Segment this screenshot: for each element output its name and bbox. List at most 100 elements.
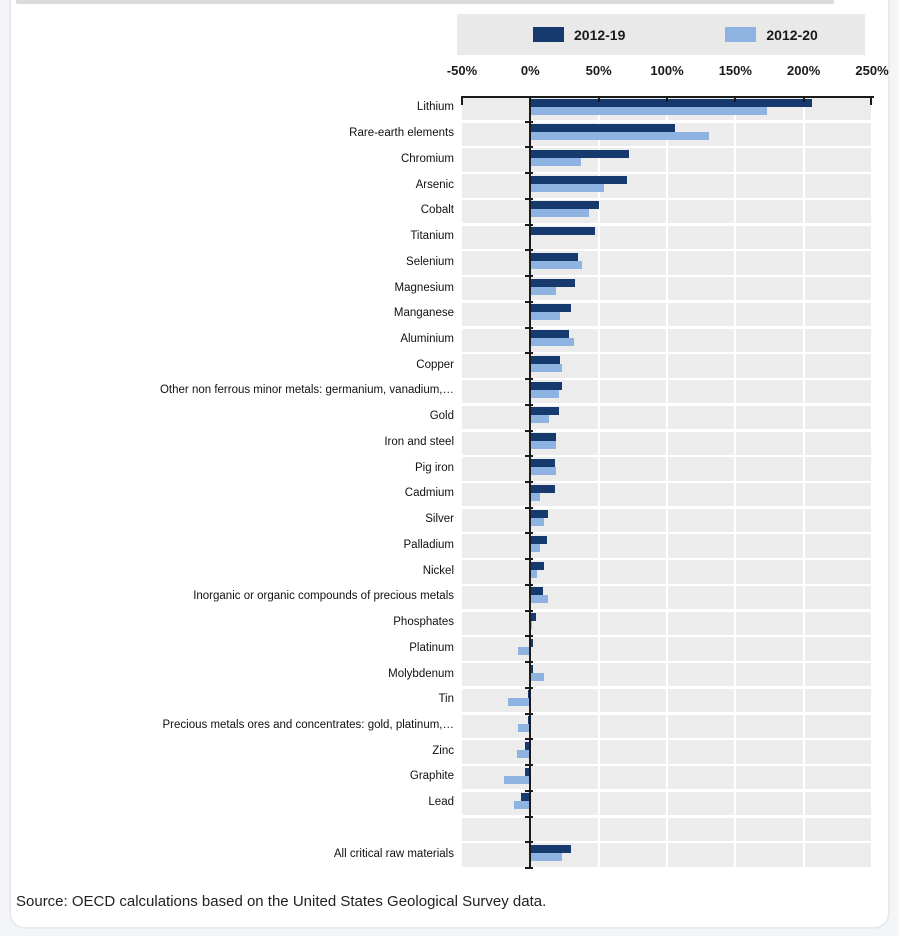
top-axis-tick [802, 96, 805, 102]
source-note: Source: OECD calculations based on the U… [16, 893, 547, 910]
category-label: Lithium [416, 101, 454, 114]
bar-2012-20 [530, 415, 550, 424]
chart-legend: 2012-19 2012-20 [457, 14, 865, 55]
x-tick-label: -50% [446, 63, 478, 78]
bar-2012-19 [530, 227, 595, 236]
category-axis-tick [525, 197, 534, 200]
legend-swatch-light-blue [725, 27, 757, 42]
bar-2012-20 [530, 312, 561, 321]
x-tick-label: 200% [787, 63, 821, 78]
bar-2012-20 [530, 569, 538, 578]
bar-2012-19 [530, 175, 628, 184]
bar-2012-19 [530, 98, 812, 107]
cropped-title-strip [16, 0, 834, 4]
top-axis-line [462, 96, 874, 98]
bar-2012-20 [530, 183, 605, 192]
bar-2012-19 [524, 741, 531, 750]
gridline [871, 96, 873, 868]
bar-2012-20 [530, 621, 533, 630]
bar-2012-20 [518, 724, 531, 733]
category-axis-tick [525, 764, 534, 767]
category-axis-tick [525, 352, 534, 355]
category-label: Platinum [409, 641, 454, 654]
bar-2012-19 [530, 407, 560, 416]
category-label: Lead [428, 796, 454, 809]
category-label: Graphite [409, 770, 454, 783]
category-label: Aluminium [400, 332, 454, 345]
bar-2012-20 [530, 492, 540, 501]
category-axis-tick [525, 455, 534, 458]
bar-2012-19 [530, 587, 543, 596]
category-axis-tick [525, 583, 534, 586]
category-label: Molybdenum [388, 667, 454, 680]
bar-2012-20 [518, 646, 531, 655]
bar-2012-20 [530, 106, 767, 115]
category-label: Inorganic or organic compounds of precio… [193, 590, 454, 603]
bar-2012-19 [530, 278, 576, 287]
bar-2012-20 [530, 466, 557, 475]
category-axis-tick [525, 686, 534, 689]
bar-2012-20 [530, 543, 540, 552]
category-axis-tick [525, 429, 534, 432]
category-label: Phosphates [393, 616, 454, 629]
bar-2012-19 [530, 535, 547, 544]
x-tick-label: 100% [650, 63, 684, 78]
legend-label: 2012-19 [574, 26, 626, 43]
top-axis-tick [461, 96, 463, 105]
bar-2012-20 [530, 595, 549, 604]
category-label: Zinc [432, 744, 454, 757]
bar-2012-19 [530, 149, 629, 158]
category-axis-tick [525, 223, 534, 226]
category-label: Other non ferrous minor metals: germaniu… [159, 384, 454, 397]
bar-2012-19 [530, 381, 562, 390]
top-axis-tick [666, 96, 668, 102]
category-label: Manganese [393, 307, 454, 320]
category-axis-tick [525, 481, 534, 483]
top-axis-tick [734, 96, 737, 102]
bar-2012-20 [530, 389, 560, 398]
category-axis-tick [525, 867, 534, 869]
gridline [734, 96, 737, 868]
category-axis-tick [525, 275, 534, 278]
bar-2012-19 [530, 304, 572, 313]
legend-item-2012-20: 2012-20 [725, 27, 818, 43]
category-axis-tick [525, 146, 534, 149]
gridline [802, 96, 805, 868]
bar-2012-19 [530, 844, 572, 853]
x-tick-label: 150% [718, 63, 752, 78]
bar-2012-20 [530, 338, 575, 347]
x-tick-label: 250% [855, 63, 889, 78]
bar-2012-19 [527, 716, 531, 725]
category-axis-tick [525, 558, 534, 561]
bar-2012-20 [530, 852, 562, 861]
bar-2012-19 [530, 201, 599, 210]
bar-2012-19 [520, 793, 531, 802]
bar-2012-19 [530, 510, 549, 519]
category-label: Silver [425, 513, 454, 526]
bar-2012-19 [530, 433, 557, 442]
category-axis-tick [525, 789, 534, 792]
bar-2012-20 [530, 286, 557, 295]
category-axis-tick [525, 300, 534, 303]
category-axis-tick [525, 120, 534, 123]
gridline [666, 96, 668, 868]
category-label: Titanium [410, 230, 454, 243]
category-axis-tick [525, 326, 534, 329]
category-label: Selenium [406, 255, 454, 268]
category-label: Palladium [403, 538, 455, 551]
x-tick-label: 50% [585, 63, 612, 78]
chart-card: 2012-19 2012-20 -50% 0% 50% 100% 150% 200% 250… [9, 0, 890, 929]
bar-2012-19 [530, 613, 536, 622]
category-label: Gold [429, 410, 454, 423]
bar-2012-20 [504, 775, 531, 784]
category-label: Rare-earth elements [349, 127, 454, 140]
category-label: Cobalt [420, 204, 454, 217]
category-axis-tick [525, 635, 534, 638]
category-axis-tick [525, 403, 534, 406]
category-label: Nickel [422, 564, 454, 577]
category-axis-tick [525, 815, 534, 818]
category-axis-tick [525, 841, 534, 844]
category-axis-tick [525, 712, 534, 715]
gridline [597, 96, 600, 868]
